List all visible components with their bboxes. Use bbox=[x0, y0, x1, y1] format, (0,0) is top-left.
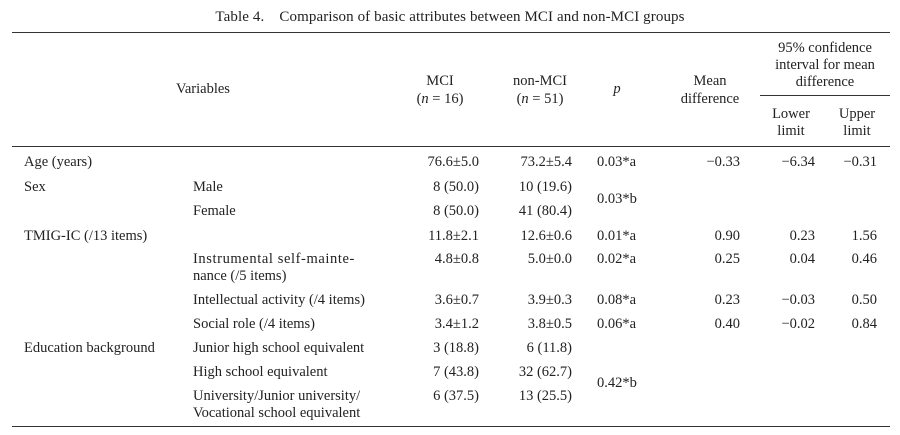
header-mci-n: (n = 16) bbox=[416, 91, 464, 107]
header-lower-2: limit bbox=[777, 123, 805, 139]
row-intel-nonmci: 3.9±0.3 bbox=[527, 292, 572, 308]
row-edu-high-nonmci: 32 (62.7) bbox=[518, 364, 572, 380]
row-sex-male-nonmci: 10 (19.6) bbox=[518, 179, 572, 195]
row-sex-male-mci: 8 (50.0) bbox=[433, 179, 479, 195]
header-ci-1: 95% confidence bbox=[778, 40, 872, 56]
row-intel-p: 0.08*a bbox=[597, 292, 637, 308]
row-edu-junior-mci: 3 (18.8) bbox=[433, 340, 479, 356]
header-lower-1: Lower bbox=[772, 106, 810, 122]
row-instr-nonmci: 5.0±0.0 bbox=[527, 251, 572, 267]
row-instr-mci: 4.8±0.8 bbox=[434, 251, 479, 267]
header-mean-1: Mean bbox=[693, 73, 727, 89]
header-mci: MCI bbox=[426, 73, 454, 89]
header-variables: Variables bbox=[176, 81, 230, 97]
row-edu-label: Education background bbox=[24, 340, 155, 356]
header-upper-2: limit bbox=[843, 123, 871, 139]
row-social-p: 0.06*a bbox=[597, 316, 637, 332]
row-sex-female-label: Female bbox=[193, 203, 236, 219]
row-edu-p: 0.42*b bbox=[597, 375, 637, 391]
row-tmig-label: TMIG-IC (/13 items) bbox=[24, 228, 148, 244]
row-edu-high-label: High school equivalent bbox=[193, 364, 328, 380]
row-edu-univ-label-2: Vocational school equivalent bbox=[193, 405, 361, 421]
row-edu-junior-nonmci: 6 (11.8) bbox=[526, 340, 572, 356]
row-instr-label-1: Instrumental self-mainte- bbox=[193, 251, 355, 267]
row-age-mci: 76.6±5.0 bbox=[427, 154, 479, 170]
header-ci-2: interval for mean bbox=[775, 57, 875, 73]
row-instr-upper: 0.46 bbox=[851, 251, 877, 267]
row-instr-p: 0.02*a bbox=[597, 251, 637, 267]
header-mean-2: difference bbox=[680, 91, 740, 107]
header-nonmci-n: (n = 51) bbox=[516, 91, 564, 107]
row-instr-mean: 0.25 bbox=[714, 251, 740, 267]
row-instr-label-2: nance (/5 items) bbox=[193, 268, 287, 284]
table-caption: Table 4. Comparison of basic attributes … bbox=[215, 9, 685, 25]
ci-sub-rule bbox=[760, 95, 890, 96]
row-social-mean: 0.40 bbox=[714, 316, 740, 332]
row-age-p: 0.03*a bbox=[597, 154, 637, 170]
header-ci-3: difference bbox=[795, 74, 855, 90]
row-intel-upper: 0.50 bbox=[851, 292, 877, 308]
row-edu-univ-nonmci: 13 (25.5) bbox=[518, 388, 572, 404]
row-intel-mean: 0.23 bbox=[714, 292, 740, 308]
header-bottom-rule bbox=[12, 146, 890, 147]
row-age-mean: −0.33 bbox=[706, 154, 740, 170]
row-sex-female-nonmci: 41 (80.4) bbox=[518, 203, 572, 219]
row-age-upper: −0.31 bbox=[843, 154, 877, 170]
row-intel-label: Intellectual activity (/4 items) bbox=[193, 292, 365, 308]
row-edu-high-mci: 7 (43.8) bbox=[433, 364, 479, 380]
row-intel-mci: 3.6±0.7 bbox=[434, 292, 479, 308]
row-social-label: Social role (/4 items) bbox=[193, 316, 316, 332]
row-tmig-mci: 11.8±2.1 bbox=[428, 228, 479, 244]
row-tmig-lower: 0.23 bbox=[789, 228, 815, 244]
row-sex-p: 0.03*b bbox=[597, 191, 637, 207]
row-social-nonmci: 3.8±0.5 bbox=[527, 316, 572, 332]
header-p: p bbox=[613, 81, 621, 97]
bottom-rule bbox=[12, 426, 890, 427]
row-social-lower: −0.02 bbox=[781, 316, 815, 332]
row-sex-male-label: Male bbox=[193, 179, 223, 195]
row-sex-label: Sex bbox=[24, 179, 46, 195]
row-sex-female-mci: 8 (50.0) bbox=[433, 203, 479, 219]
row-tmig-upper: 1.56 bbox=[851, 228, 877, 244]
row-tmig-p: 0.01*a bbox=[597, 228, 637, 244]
row-edu-univ-label-1: University/Junior university/ bbox=[193, 388, 361, 404]
row-edu-univ-mci: 6 (37.5) bbox=[433, 388, 479, 404]
row-instr-lower: 0.04 bbox=[789, 251, 815, 267]
header-upper-1: Upper bbox=[838, 106, 876, 122]
header-nonmci: non-MCI bbox=[513, 73, 567, 89]
row-tmig-nonmci: 12.6±0.6 bbox=[520, 228, 572, 244]
row-age-lower: −6.34 bbox=[781, 154, 815, 170]
row-social-upper: 0.84 bbox=[851, 316, 877, 332]
row-edu-junior-label: Junior high school equivalent bbox=[193, 340, 365, 356]
row-age-label: Age (years) bbox=[24, 154, 93, 170]
row-age-nonmci: 73.2±5.4 bbox=[520, 154, 572, 170]
top-rule bbox=[12, 32, 890, 33]
row-social-mci: 3.4±1.2 bbox=[434, 316, 479, 332]
row-intel-lower: −0.03 bbox=[781, 292, 815, 308]
row-tmig-mean: 0.90 bbox=[714, 228, 740, 244]
